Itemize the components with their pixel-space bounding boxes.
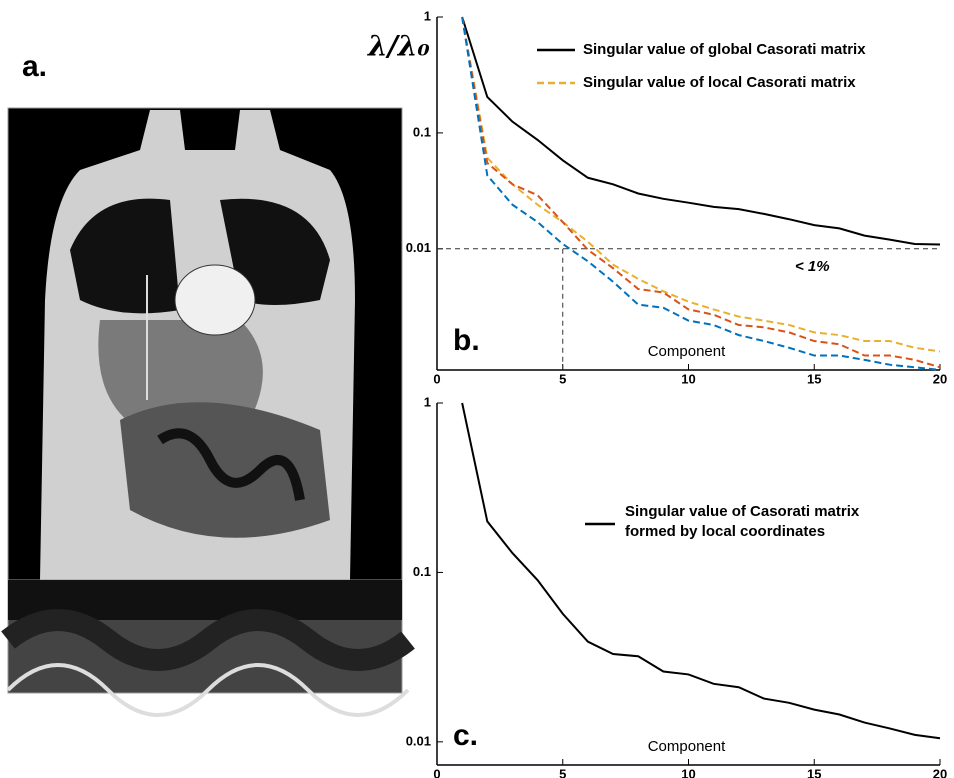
bowel xyxy=(120,402,330,538)
y-axis-label: λ/λ₀ xyxy=(367,30,430,63)
liver xyxy=(98,320,263,430)
x-tick-label: 20 xyxy=(933,371,947,386)
lung-right xyxy=(220,198,330,305)
series-line xyxy=(461,402,941,740)
lung-left xyxy=(70,198,180,314)
series-line xyxy=(461,16,941,246)
y-tick-label: 0.1 xyxy=(413,564,431,579)
x-tick-label: 5 xyxy=(559,766,566,778)
series-line xyxy=(461,16,941,371)
x-tick-label: 0 xyxy=(433,371,440,386)
legend-label: Singular value of Casorati matrix formed… xyxy=(625,503,860,540)
y-tick-label: 1 xyxy=(424,8,431,23)
phantom-image xyxy=(1,107,415,717)
x-axis-label: Component xyxy=(648,738,726,755)
x-tick-label: 0 xyxy=(433,766,440,778)
y-tick-label: 0.01 xyxy=(406,733,431,748)
x-tick-label: 15 xyxy=(807,371,821,386)
panel-label: b. xyxy=(453,324,480,357)
x-tick-label: 10 xyxy=(681,766,695,778)
x-tick-label: 15 xyxy=(807,766,821,778)
y-tick-label: 0.1 xyxy=(413,124,431,139)
series-line xyxy=(461,16,941,353)
bowel-gas xyxy=(157,428,305,501)
heart xyxy=(174,264,256,336)
series-line xyxy=(461,16,941,369)
x-axis-label: Component xyxy=(648,343,726,360)
panel-label: c. xyxy=(453,719,478,752)
x-tick-label: 10 xyxy=(681,371,695,386)
annotation: < 1% xyxy=(795,258,830,275)
legend-label: Singular value of local Casorati matrix xyxy=(583,74,856,91)
x-tick-label: 20 xyxy=(933,766,947,778)
y-tick-label: 1 xyxy=(424,394,431,409)
y-tick-label: 0.01 xyxy=(406,240,431,255)
x-tick-label: 5 xyxy=(559,371,566,386)
legend-label: Singular value of global Casorati matrix xyxy=(583,41,866,58)
strip-wave xyxy=(1,609,415,671)
strip-wave-bright xyxy=(6,663,410,717)
panel-label: a. xyxy=(22,50,47,83)
